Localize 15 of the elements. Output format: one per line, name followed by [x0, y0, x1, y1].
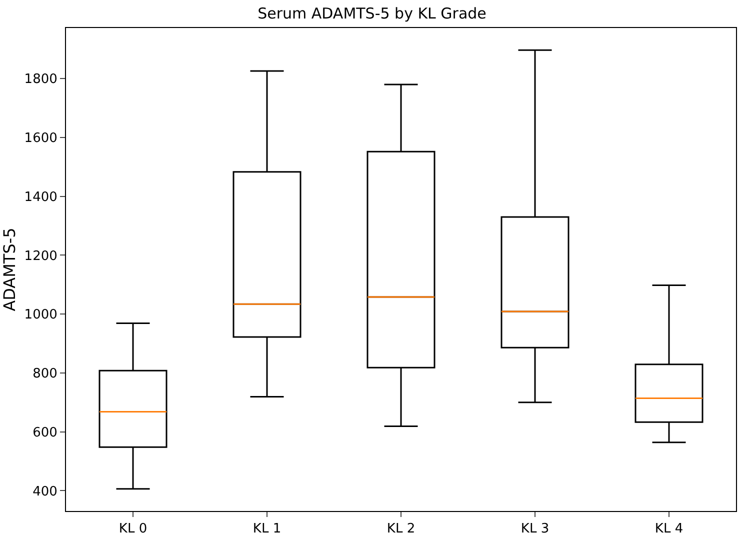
x-tick-label: KL 4: [654, 522, 684, 537]
y-axis-title: ADAMTS-5: [0, 228, 19, 312]
x-tick-label: KL 2: [386, 522, 416, 537]
y-tick-label: 400: [32, 484, 58, 500]
y-tick-label: 1400: [24, 190, 58, 205]
y-tick-label: 1200: [24, 248, 58, 264]
x-tick-label: KL 0: [118, 522, 148, 537]
x-tick-label: KL 1: [252, 522, 282, 537]
x-tick-label: KL 3: [520, 522, 550, 537]
y-tick-label: 1000: [24, 308, 58, 323]
y-tick-label: 800: [32, 366, 58, 382]
y-tick-label: 1800: [24, 72, 58, 88]
chart-title: Serum ADAMTS-5 by KL Grade: [258, 4, 486, 23]
y-tick-label: 600: [32, 425, 58, 440]
y-tick-label: 1600: [24, 131, 58, 146]
